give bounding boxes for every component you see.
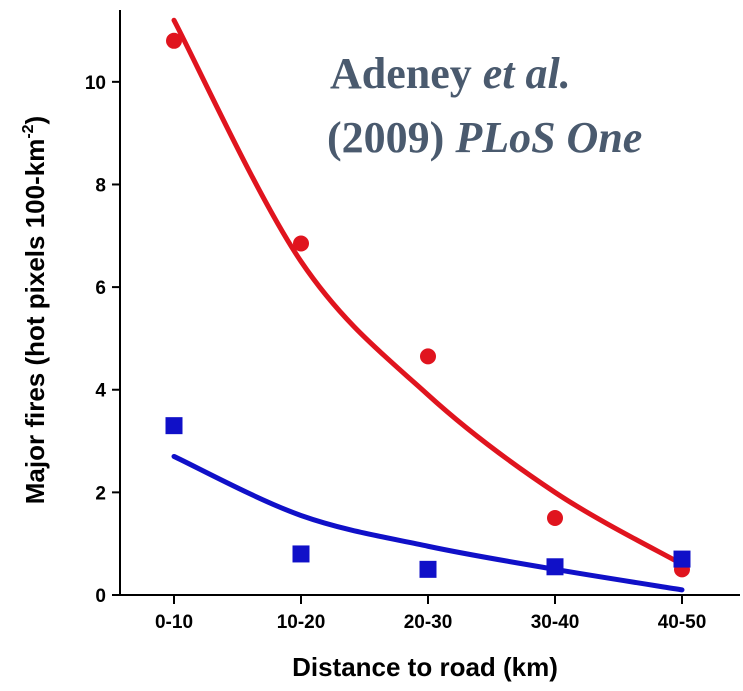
- y-axis-title-close: ): [20, 116, 50, 125]
- trend-line-series-1: [171, 17, 685, 567]
- x-axis-title: Distance to road (km): [292, 652, 558, 682]
- data-point-series-2: [419, 560, 437, 578]
- citation-etal: et al.: [483, 49, 571, 98]
- citation-annotation-line1: Adeney et al.: [330, 49, 571, 98]
- data-point-series-1: [420, 348, 436, 365]
- x-tick-label: 40-50: [658, 612, 707, 633]
- x-tick-label: 10-20: [277, 612, 326, 633]
- data-point-series-2: [546, 558, 564, 576]
- data-point-series-1: [293, 235, 309, 252]
- y-tick-label: 6: [95, 278, 106, 299]
- trend-line-series-2: [171, 453, 685, 593]
- citation-journal: PLoS One: [454, 113, 642, 162]
- y-tick-label: 0: [95, 586, 106, 607]
- data-point-series-2: [292, 545, 310, 563]
- y-tick-label: 10: [85, 73, 106, 94]
- data-point-series-2: [673, 550, 691, 568]
- y-axis-title-sup: -2: [20, 124, 37, 138]
- citation-year: (2009): [327, 113, 455, 162]
- x-tick-label: 0-10: [155, 612, 193, 633]
- data-point-series-2: [165, 417, 183, 435]
- x-tick-label: 30-40: [531, 612, 580, 633]
- y-axis-title-main: Major fires (hot pixels 100-km: [20, 139, 50, 505]
- x-tick-labels: 0-10 10-20 20-30 30-40 40-50: [155, 595, 706, 633]
- citation-authors: Adeney: [330, 49, 483, 98]
- chart-series: [165, 17, 691, 593]
- y-tick-label: 4: [95, 381, 106, 402]
- y-tick-label: 8: [95, 175, 106, 196]
- y-tick-label: 2: [95, 483, 106, 504]
- y-axis-title: Major fires (hot pixels 100-km-2): [20, 116, 50, 504]
- data-point-series-1: [547, 510, 563, 527]
- x-tick-label: 20-30: [404, 612, 453, 633]
- chart-axes: [119, 10, 740, 596]
- y-tick-labels: 0 2 4 6 8 10: [85, 73, 120, 607]
- data-point-series-1: [166, 32, 182, 49]
- citation-annotation-line2: (2009) PLoS One: [327, 113, 642, 162]
